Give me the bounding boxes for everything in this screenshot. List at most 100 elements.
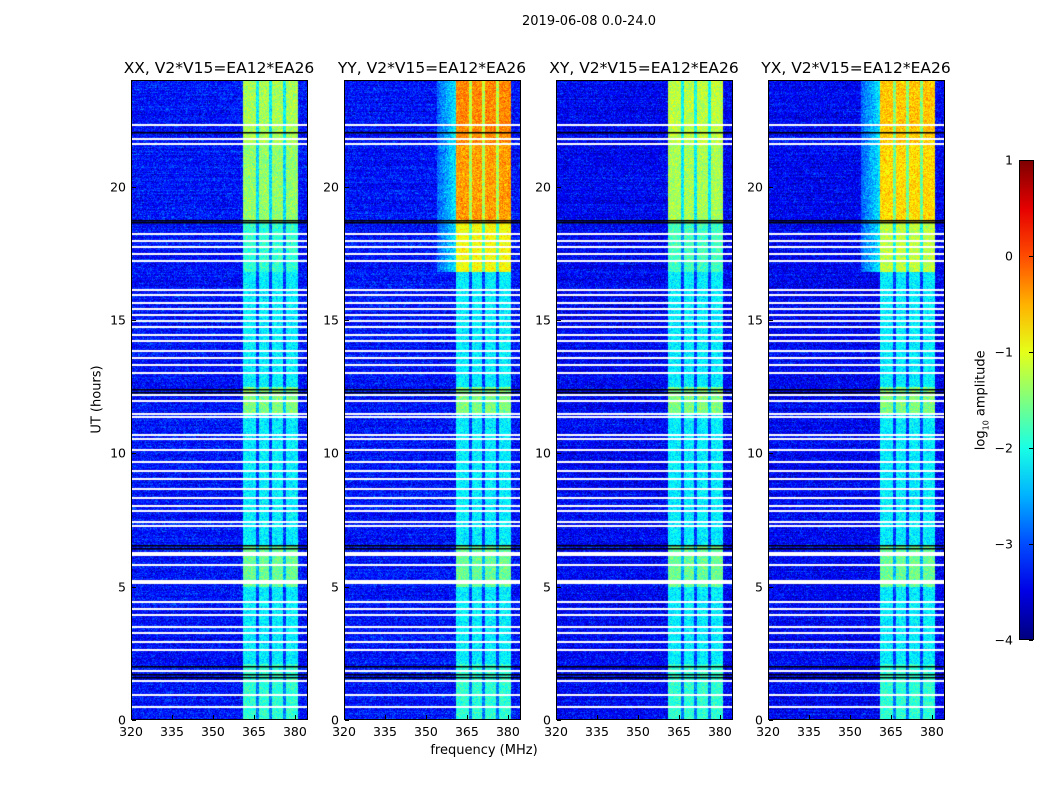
y-tick-mark — [132, 586, 136, 588]
y-tick-label: 0 — [543, 712, 551, 728]
y-tick-mark — [557, 586, 561, 588]
y-tick-mark — [132, 320, 136, 321]
y-tick-mark — [132, 453, 136, 455]
x-tick-label: 350 — [414, 724, 438, 739]
x-tick-mark — [849, 715, 851, 719]
x-tick-label: 335 — [160, 724, 184, 739]
y-tick-mark — [769, 453, 773, 455]
panel-title-yy: YY, V2*V15=EA12*EA26 — [337, 59, 527, 77]
x-tick-mark — [294, 715, 296, 719]
panel-title-yx: YX, V2*V15=EA12*EA26 — [761, 59, 951, 77]
x-tick-label: 335 — [585, 724, 609, 739]
y-tick-label: 20 — [747, 179, 763, 195]
colorbar-tick-mark — [1029, 160, 1033, 161]
x-tick-label: 380 — [282, 724, 307, 739]
panel-title-xy: XY, V2*V15=EA12*EA26 — [549, 59, 739, 77]
y-tick-mark — [769, 186, 773, 188]
x-tick-mark — [768, 715, 769, 719]
colorbar-tick-label: −4 — [994, 632, 1013, 648]
y-tick-mark — [345, 453, 349, 455]
x-tick-label: 380 — [707, 724, 732, 739]
x-tick-mark — [596, 715, 598, 719]
x-tick-mark — [131, 715, 132, 719]
y-tick-mark — [769, 586, 773, 588]
x-tick-label: 350 — [626, 724, 650, 739]
colorbar-tick-mark — [1029, 640, 1033, 641]
figure-title: 2019-06-08 0.0-24.0 — [522, 14, 656, 29]
x-tick-mark — [931, 715, 933, 719]
x-tick-label: 335 — [373, 724, 397, 739]
y-tick-mark — [769, 720, 773, 721]
y-tick-label: 10 — [110, 445, 126, 461]
y-tick-label: 10 — [323, 445, 339, 461]
y-tick-mark — [557, 453, 561, 455]
y-tick-label: 10 — [535, 445, 551, 461]
heatmap-panel-yy — [344, 80, 521, 720]
x-tick-label: 320 — [544, 724, 568, 739]
colorbar-tick-label: −2 — [994, 440, 1013, 456]
y-tick-label: 5 — [118, 579, 126, 595]
y-tick-mark — [345, 720, 349, 721]
x-tick-mark — [808, 715, 810, 719]
heatmap-image — [557, 81, 732, 719]
y-tick-mark — [557, 186, 561, 188]
x-tick-mark — [637, 715, 639, 719]
heatmap-panel-xx — [131, 80, 308, 720]
heatmap-panel-yx — [768, 80, 945, 720]
y-tick-label: 15 — [535, 312, 551, 328]
heatmap-panel-xy — [556, 80, 733, 720]
colorbar-label-rest: amplitude — [973, 350, 989, 421]
y-tick-label: 15 — [747, 312, 763, 328]
y-tick-label: 20 — [535, 179, 551, 195]
y-tick-mark — [345, 186, 349, 188]
x-tick-label: 320 — [332, 724, 356, 739]
colorbar-label-sub: 10 — [981, 420, 991, 431]
y-tick-label: 15 — [110, 312, 126, 328]
x-tick-mark — [425, 715, 427, 719]
x-tick-mark — [384, 715, 386, 719]
x-tick-label: 320 — [119, 724, 143, 739]
x-tick-label: 365 — [878, 724, 903, 739]
heatmap-image — [769, 81, 944, 719]
y-tick-label: 20 — [323, 179, 339, 195]
colorbar-tick-label: −1 — [994, 344, 1013, 360]
x-tick-label: 380 — [919, 724, 944, 739]
x-tick-label: 380 — [495, 724, 520, 739]
y-axis-label: UT (hours) — [89, 365, 105, 434]
x-tick-mark — [719, 715, 721, 719]
y-tick-label: 10 — [747, 445, 763, 461]
colorbar-tick-label: 0 — [1005, 248, 1013, 264]
x-tick-mark — [253, 715, 255, 719]
x-axis-label: frequency (MHz) — [430, 743, 538, 758]
y-tick-mark — [557, 720, 561, 721]
y-tick-label: 5 — [331, 579, 339, 595]
x-tick-mark — [466, 715, 468, 719]
x-tick-mark — [507, 715, 509, 719]
x-tick-mark — [344, 715, 345, 719]
colorbar — [1019, 160, 1034, 640]
panel-title-xx: XX, V2*V15=EA12*EA26 — [123, 59, 315, 77]
x-tick-mark — [556, 715, 557, 719]
y-tick-mark — [345, 586, 349, 588]
colorbar-tick-mark — [1029, 352, 1033, 353]
y-tick-label: 5 — [755, 579, 763, 595]
x-tick-label: 365 — [454, 724, 479, 739]
x-tick-mark — [678, 715, 680, 719]
colorbar-tick-label: −3 — [994, 536, 1013, 552]
x-tick-mark — [212, 715, 214, 719]
x-tick-label: 350 — [201, 724, 225, 739]
y-tick-mark — [345, 320, 349, 321]
y-tick-label: 0 — [755, 712, 763, 728]
colorbar-tick-mark — [1029, 544, 1033, 545]
y-tick-label: 20 — [110, 179, 126, 195]
heatmap-image — [345, 81, 520, 719]
heatmap-image — [132, 81, 307, 719]
y-tick-label: 5 — [543, 579, 551, 595]
x-tick-label: 365 — [241, 724, 266, 739]
x-tick-label: 350 — [838, 724, 862, 739]
y-tick-label: 0 — [331, 712, 339, 728]
y-tick-mark — [132, 720, 136, 721]
x-tick-label: 365 — [666, 724, 691, 739]
x-tick-mark — [171, 715, 173, 719]
y-tick-mark — [132, 186, 136, 188]
